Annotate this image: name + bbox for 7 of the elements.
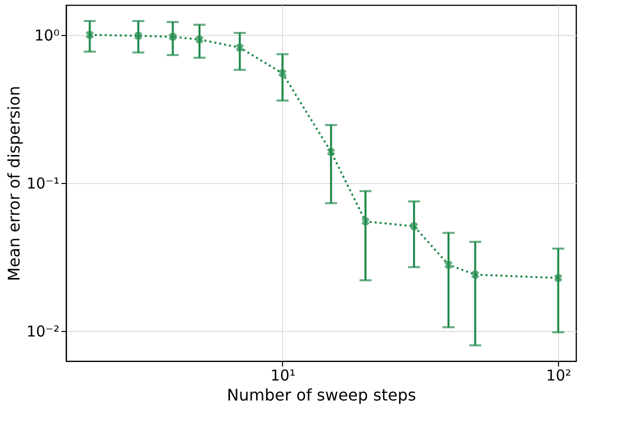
x-axis-title: Number of sweep steps bbox=[226, 386, 416, 404]
x-tick-label: 10¹ bbox=[270, 366, 296, 384]
y-tick-label: 10⁻² bbox=[26, 322, 60, 340]
y-axis-title: Mean error of dispersion bbox=[4, 86, 24, 282]
x-tick-label: 10² bbox=[546, 366, 572, 384]
y-tick-label: 10⁻¹ bbox=[26, 174, 60, 192]
y-tick-label: 10⁰ bbox=[34, 26, 60, 44]
